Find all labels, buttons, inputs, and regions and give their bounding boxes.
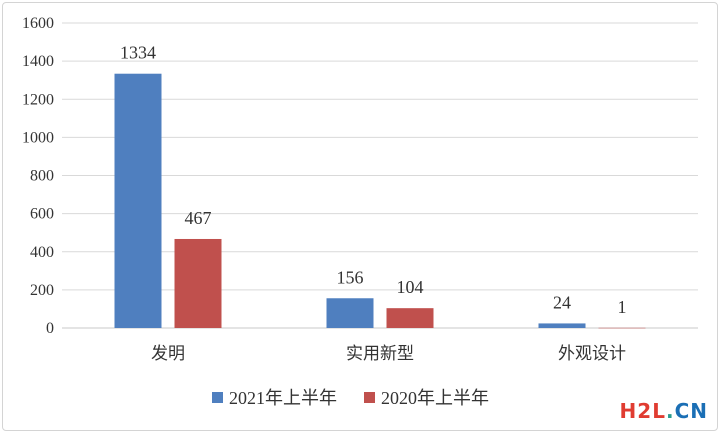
y-tick-label: 800 [30, 168, 54, 185]
bar-series1 [538, 323, 586, 328]
data-label: 24 [553, 292, 571, 312]
y-tick-label: 1400 [22, 53, 54, 70]
watermark-part: CN [674, 399, 708, 423]
bar-series2 [598, 327, 646, 329]
y-tick-label: 1600 [22, 15, 54, 32]
data-label: 104 [397, 277, 424, 297]
legend-label: 2021年上半年 [229, 388, 337, 408]
watermark-part: H [619, 399, 638, 423]
data-label: 156 [337, 267, 364, 287]
y-tick-label: 400 [30, 244, 54, 261]
legend-swatch [364, 392, 375, 403]
watermark-part: 2 [637, 399, 653, 423]
y-tick-label: 600 [30, 206, 54, 223]
x-category-label: 发明 [151, 344, 185, 364]
legend: 2021年上半年 2020年上半年 [212, 388, 489, 408]
watermark-part: L [652, 399, 666, 423]
y-tick-label: 0 [46, 320, 54, 337]
data-label: 1334 [120, 43, 156, 63]
watermark-logo: H2L.CN [620, 399, 708, 423]
x-axis-categories: 发明 实用新型 外观设计 [151, 344, 626, 364]
gridlines [62, 22, 698, 329]
bar-series2 [386, 308, 434, 328]
watermark-part: . [665, 399, 675, 423]
y-axis-ticks: 0 200 400 600 800 1000 1200 1400 1600 [22, 15, 54, 337]
data-label: 467 [185, 208, 212, 228]
legend-swatch [212, 392, 223, 403]
x-category-label: 外观设计 [558, 344, 626, 364]
bar-series1 [326, 298, 374, 328]
y-tick-label: 1000 [22, 129, 54, 146]
y-tick-label: 200 [30, 282, 54, 299]
x-category-label: 实用新型 [346, 344, 414, 364]
legend-label: 2020年上半年 [381, 388, 489, 408]
data-labels: 1334 467 156 104 24 1 [120, 43, 627, 317]
y-tick-label: 1200 [22, 91, 54, 108]
bars [114, 73, 646, 329]
bar-series1 [114, 73, 162, 328]
data-label: 1 [618, 297, 627, 317]
bar-series2 [174, 238, 222, 328]
